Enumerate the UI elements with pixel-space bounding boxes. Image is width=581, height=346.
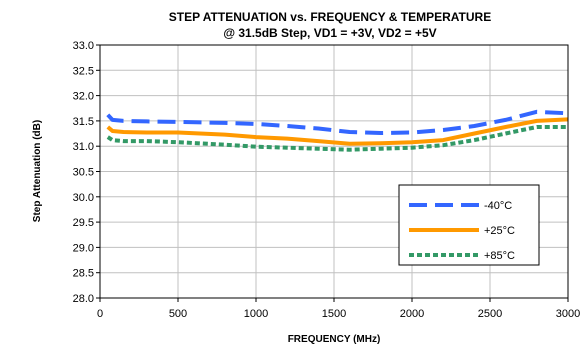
y-tick-label: 32.5: [73, 65, 94, 77]
y-axis-ticks: 28.0 28.5 29.0 29.5 30.0 30.5 31.0 31.5 32.0 32.5…: [73, 40, 100, 305]
x-tick-label: 2500: [478, 308, 502, 320]
legend: -40°C +25°C +85°C: [398, 184, 540, 266]
y-axis-label: Step Attenuation (dB): [32, 120, 43, 222]
x-tick-label: 500: [169, 308, 187, 320]
x-tick-label: 3000: [556, 308, 580, 320]
y-tick-label: 33.0: [73, 40, 94, 52]
x-axis-ticks: 0 500 1000 1500 2000 2500 3000: [97, 298, 580, 320]
x-axis-label: FREQUENCY (MHz): [288, 334, 381, 345]
y-tick-label: 32.0: [73, 91, 94, 103]
series-line-0: [106, 109, 568, 135]
series-line-2: [106, 125, 568, 152]
y-tick-label: 30.0: [73, 192, 94, 204]
y-tick-label: 30.5: [73, 167, 94, 179]
x-tick-label: 1000: [244, 308, 268, 320]
y-tick-label: 31.0: [73, 141, 94, 153]
x-tick-label: 0: [97, 308, 103, 320]
series-line-1: [106, 117, 568, 146]
y-tick-label: 29.0: [73, 242, 94, 254]
y-tick-label: 28.5: [73, 268, 94, 280]
legend-label-0: -40°C: [484, 200, 512, 212]
x-tick-label: 1500: [322, 308, 346, 320]
y-tick-label: 28.0: [73, 293, 94, 305]
y-tick-label: 31.5: [73, 116, 94, 128]
legend-label-1: +25°C: [484, 225, 515, 237]
series-layer: [106, 109, 568, 152]
x-tick-label: 2000: [400, 308, 424, 320]
chart-title: STEP ATTENUATION vs. FREQUENCY & TEMPERA…: [169, 10, 491, 24]
y-tick-label: 29.5: [73, 217, 94, 229]
legend-box: [398, 184, 540, 266]
chart-subtitle: @ 31.5dB Step, VD1 = +3V, VD2 = +5V: [223, 26, 436, 40]
legend-label-2: +85°C: [484, 250, 515, 262]
